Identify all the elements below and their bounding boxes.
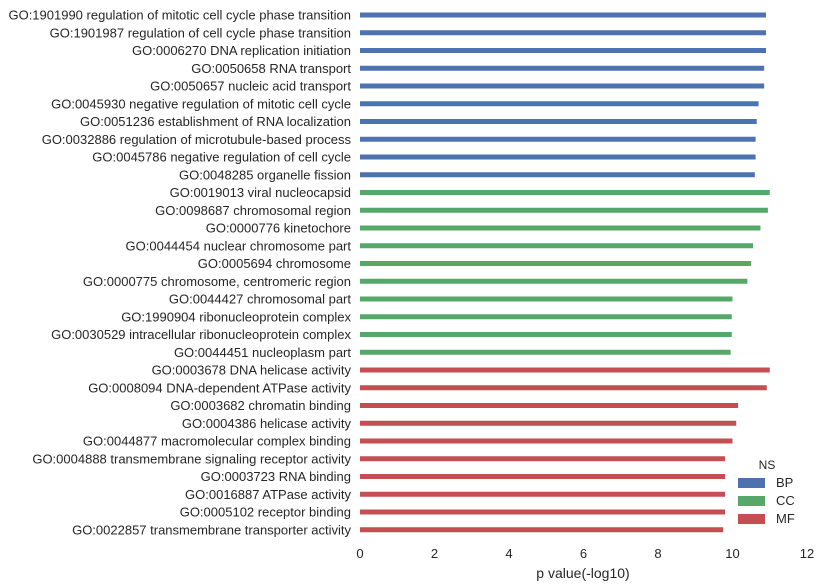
category-label: GO:0000775 chromosome, centromeric regio… bbox=[83, 274, 351, 289]
bar-bp bbox=[360, 172, 755, 178]
bar-bp bbox=[360, 154, 756, 160]
bar-cc bbox=[360, 278, 748, 284]
bar-cc bbox=[360, 332, 732, 337]
bar-mf bbox=[360, 491, 726, 497]
category-label: GO:0005102 receptor binding bbox=[180, 505, 351, 520]
bar-mf bbox=[360, 385, 767, 391]
x-tick-label: 4 bbox=[505, 546, 512, 561]
x-tick-label: 2 bbox=[431, 546, 438, 561]
bar-cc bbox=[360, 190, 770, 195]
category-label: GO:0044427 chromosomal part bbox=[169, 292, 351, 307]
bar-cc bbox=[360, 261, 752, 266]
x-tick-labels: 0 2 4 6 8 10 12 bbox=[356, 546, 814, 561]
legend-label-cc: CC bbox=[776, 493, 795, 508]
category-label: GO:0044451 nucleoplasm part bbox=[174, 345, 351, 360]
legend-label-bp: BP bbox=[776, 475, 793, 490]
bar-bp bbox=[360, 83, 765, 89]
bar-cc bbox=[360, 207, 768, 213]
x-tick-label: 10 bbox=[725, 546, 739, 561]
bar-cc bbox=[360, 225, 761, 231]
category-label: GO:0006270 DNA replication initiation bbox=[132, 43, 351, 58]
legend-swatch-bp bbox=[738, 478, 765, 488]
legend-swatch-mf bbox=[738, 514, 765, 524]
x-tick-label: 6 bbox=[580, 546, 587, 561]
category-label: GO:0008094 DNA-dependent ATPase activity bbox=[88, 380, 351, 395]
category-label: GO:0050658 RNA transport bbox=[191, 61, 351, 76]
legend-swatch-cc bbox=[738, 496, 765, 506]
category-label: GO:0030529 intracellular ribonucleoprote… bbox=[51, 327, 351, 342]
x-tick-label: 12 bbox=[800, 546, 814, 561]
x-axis-title: p value(-log10) bbox=[536, 565, 629, 581]
bar-mf bbox=[360, 420, 737, 426]
bar-bp bbox=[360, 48, 767, 53]
category-label: GO:0000776 kinetochore bbox=[206, 221, 351, 236]
category-label: GO:0045930 negative regulation of mitoti… bbox=[51, 96, 351, 111]
bar-cc bbox=[360, 349, 731, 355]
bar-mf bbox=[360, 474, 726, 479]
category-label: GO:0050657 nucleic acid transport bbox=[150, 79, 351, 94]
bar-mf bbox=[360, 527, 724, 533]
bar-mf bbox=[360, 403, 739, 408]
bar-mf bbox=[360, 509, 726, 515]
category-label: GO:0019013 viral nucleocapsid bbox=[170, 185, 351, 200]
category-label: GO:0016887 ATPase activity bbox=[185, 487, 351, 502]
category-label: GO:0051236 establishment of RNA localiza… bbox=[80, 114, 351, 129]
category-label: GO:0044454 nuclear chromosome part bbox=[126, 238, 352, 253]
bar-bp bbox=[360, 65, 765, 71]
bar-cc bbox=[360, 314, 732, 320]
bars-group bbox=[360, 12, 770, 533]
category-label: GO:0003723 RNA binding bbox=[201, 469, 351, 484]
category-label: GO:1901987 regulation of cell cycle phas… bbox=[50, 25, 351, 40]
category-label: GO:0044877 macromolecular complex bindin… bbox=[83, 434, 351, 449]
category-label: GO:0003678 DNA helicase activity bbox=[152, 363, 352, 378]
category-label: GO:0005694 chromosome bbox=[198, 256, 351, 271]
bar-bp bbox=[360, 101, 759, 107]
bar-mf bbox=[360, 438, 733, 444]
category-label: GO:0022857 transmembrane transporter act… bbox=[72, 522, 351, 537]
bar-mf bbox=[360, 456, 726, 462]
bar-bp bbox=[360, 136, 756, 142]
legend-label-mf: MF bbox=[776, 511, 795, 526]
bar-cc bbox=[360, 296, 733, 302]
x-tick-label: 8 bbox=[654, 546, 661, 561]
bar-mf bbox=[360, 367, 770, 373]
category-labels: GO:1901990 regulation of mitotic cell cy… bbox=[8, 8, 351, 538]
bar-cc bbox=[360, 243, 753, 249]
category-label: GO:1901990 regulation of mitotic cell cy… bbox=[8, 8, 351, 23]
category-label: GO:0098687 chromosomal region bbox=[155, 203, 351, 218]
category-label: GO:0004386 helicase activity bbox=[182, 416, 352, 431]
x-tick-label: 0 bbox=[356, 546, 363, 561]
category-label: GO:0032886 regulation of microtubule-bas… bbox=[42, 132, 352, 147]
legend: NS BP CC MF bbox=[738, 458, 795, 526]
bar-bp bbox=[360, 30, 767, 36]
bar-bp bbox=[360, 119, 757, 124]
category-label: GO:0004888 transmembrane signaling recep… bbox=[32, 451, 351, 466]
bar-bp bbox=[360, 12, 767, 18]
category-label: GO:0045786 negative regulation of cell c… bbox=[92, 150, 351, 165]
legend-title: NS bbox=[759, 458, 776, 472]
category-label: GO:1990904 ribonucleoprotein complex bbox=[121, 309, 351, 324]
category-label: GO:0003682 chromatin binding bbox=[170, 398, 351, 413]
category-label: GO:0048285 organelle fission bbox=[179, 167, 351, 182]
